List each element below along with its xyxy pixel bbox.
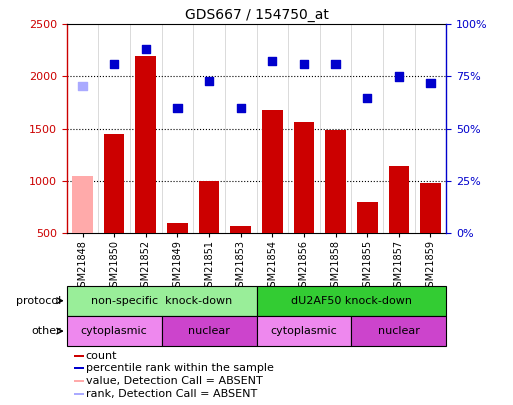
Text: nuclear: nuclear [378,326,420,336]
Bar [74,367,84,369]
Point [173,104,182,111]
Point [394,73,403,80]
Bar [357,202,378,233]
Point [331,61,340,67]
Point [236,104,245,111]
Text: percentile rank within the sample: percentile rank within the sample [86,363,273,373]
Text: cytoplasmic: cytoplasmic [270,326,338,336]
Text: nuclear: nuclear [188,326,230,336]
Title: GDS667 / 154750_at: GDS667 / 154750_at [185,8,328,22]
Bar [293,122,314,233]
Bar [67,286,256,316]
Point [363,95,371,102]
Bar [135,55,156,233]
Point [142,46,150,53]
Bar [199,181,220,233]
Bar [162,316,256,346]
Bar [420,183,441,233]
Bar [262,110,283,233]
Bar [74,393,84,395]
Bar [167,224,188,233]
Bar [72,175,93,233]
Text: cytoplasmic: cytoplasmic [81,326,148,336]
Point [110,61,118,67]
Point [268,58,277,64]
Point [78,83,87,89]
Text: count: count [86,351,117,361]
Bar [74,380,84,382]
Bar [256,316,351,346]
Point [300,61,308,67]
Bar [74,355,84,357]
Bar [104,134,125,233]
Text: dU2AF50 knock-down: dU2AF50 knock-down [291,296,412,306]
Bar [256,286,446,316]
Text: value, Detection Call = ABSENT: value, Detection Call = ABSENT [86,376,262,386]
Point [426,79,435,86]
Text: other: other [32,326,62,336]
Point [205,77,213,84]
Bar [388,166,409,233]
Text: rank, Detection Call = ABSENT: rank, Detection Call = ABSENT [86,389,257,399]
Bar [351,316,446,346]
Text: protocol: protocol [16,296,62,306]
Text: non-specific  knock-down: non-specific knock-down [91,296,232,306]
Bar [230,226,251,233]
Bar [325,130,346,233]
Bar [67,316,162,346]
